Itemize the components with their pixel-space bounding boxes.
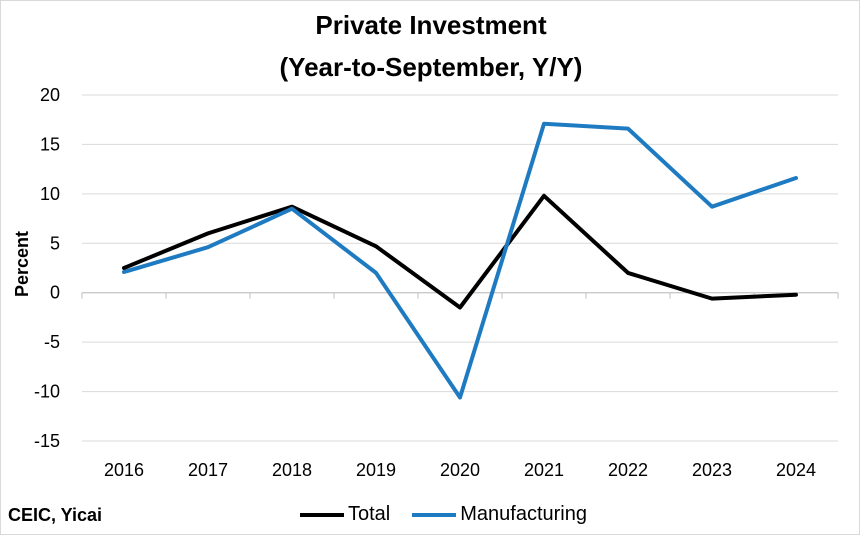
data-point-manufacturing: [290, 207, 294, 211]
data-point-total: [122, 266, 126, 270]
legend-swatch-manufacturing: [412, 512, 457, 517]
x-tick-label: 2023: [692, 460, 732, 480]
series-line-total: [122, 193, 798, 310]
y-tick-label: 20: [40, 85, 60, 105]
legend-item-total: Total: [300, 503, 390, 526]
y-tick-label: -5: [44, 332, 60, 352]
x-tick-label: 2021: [524, 460, 564, 480]
chart-title-line1: Private Investment: [315, 10, 547, 40]
x-tick-label: 2016: [104, 460, 144, 480]
series-line-manufacturing: [122, 121, 798, 400]
data-point-total: [458, 306, 462, 310]
y-tick-label: 15: [40, 134, 60, 154]
x-tick-label: 2017: [188, 460, 228, 480]
data-point-total: [206, 231, 210, 235]
x-tick-label: 2018: [272, 460, 312, 480]
data-point-manufacturing: [122, 270, 126, 274]
data-point-total: [794, 293, 798, 297]
legend: Total Manufacturing: [300, 503, 609, 526]
data-point-total: [710, 297, 714, 301]
data-point-manufacturing: [794, 176, 798, 180]
legend-swatch-total: [300, 512, 344, 517]
data-point-manufacturing: [542, 122, 546, 126]
data-point-total: [374, 244, 378, 248]
y-tick-label: 5: [50, 233, 60, 253]
x-tick-label: 2024: [776, 460, 816, 480]
chart-title-line2: (Year-to-September, Y/Y): [279, 52, 583, 82]
data-point-manufacturing: [374, 271, 378, 275]
y-tick-label: -15: [34, 431, 60, 451]
data-point-total: [542, 194, 546, 198]
data-point-manufacturing: [626, 127, 630, 131]
x-tick-label: 2020: [440, 460, 480, 480]
data-point-total: [626, 271, 630, 275]
legend-item-manufacturing: Manufacturing: [412, 503, 587, 526]
y-axis-label: Percent: [12, 231, 32, 297]
x-tick-label: 2022: [608, 460, 648, 480]
y-tick-label: -10: [34, 382, 60, 402]
data-point-manufacturing: [206, 245, 210, 249]
x-tick-label: 2019: [356, 460, 396, 480]
data-point-manufacturing: [458, 396, 462, 400]
data-point-manufacturing: [710, 205, 714, 209]
y-tick-label: 0: [50, 283, 60, 303]
y-tick-label: 10: [40, 184, 60, 204]
legend-label-total: Total: [348, 503, 391, 525]
legend-label-manufacturing: Manufacturing: [460, 503, 587, 525]
source-note: CEIC, Yicai: [8, 505, 103, 525]
